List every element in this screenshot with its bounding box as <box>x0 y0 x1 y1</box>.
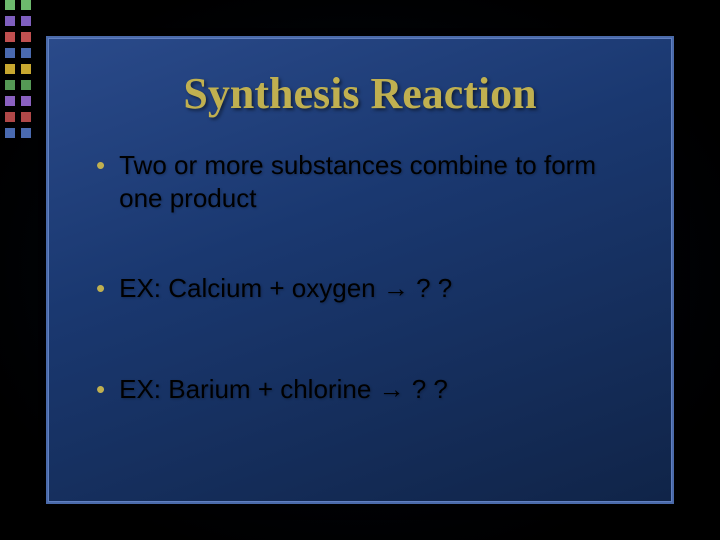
slide-content-box: Synthesis Reaction • Two or more substan… <box>46 36 674 504</box>
decor-square <box>5 96 15 106</box>
bullet-dot-icon: • <box>96 272 105 305</box>
decor-square <box>5 64 15 74</box>
decor-square <box>21 112 31 122</box>
decor-square <box>5 32 15 42</box>
decor-square <box>21 80 31 90</box>
decorative-squares <box>0 0 40 540</box>
bullet-item: • EX: Calcium + oxygen → ? ? <box>96 272 632 305</box>
bullet-list: • Two or more substances combine to form… <box>48 149 672 405</box>
decor-square <box>5 80 15 90</box>
decor-square <box>21 96 31 106</box>
decor-square <box>21 48 31 58</box>
decor-square <box>5 0 15 10</box>
decor-square <box>21 64 31 74</box>
decor-square <box>5 128 15 138</box>
decor-square <box>5 16 15 26</box>
bullet-item: • EX: Barium + chlorine → ? ? <box>96 373 632 406</box>
decor-square <box>5 48 15 58</box>
bullet-item: • Two or more substances combine to form… <box>96 149 632 214</box>
decor-square <box>5 112 15 122</box>
decor-square <box>21 16 31 26</box>
decor-square <box>21 32 31 42</box>
bullet-text: EX: Calcium + oxygen → ? ? <box>119 272 632 305</box>
decor-square <box>21 128 31 138</box>
bullet-dot-icon: • <box>96 149 105 182</box>
decor-square <box>21 0 31 10</box>
slide-title: Synthesis Reaction <box>48 68 672 119</box>
bullet-text: EX: Barium + chlorine → ? ? <box>119 373 632 406</box>
bullet-text: Two or more substances combine to form o… <box>119 149 632 214</box>
bullet-dot-icon: • <box>96 373 105 406</box>
